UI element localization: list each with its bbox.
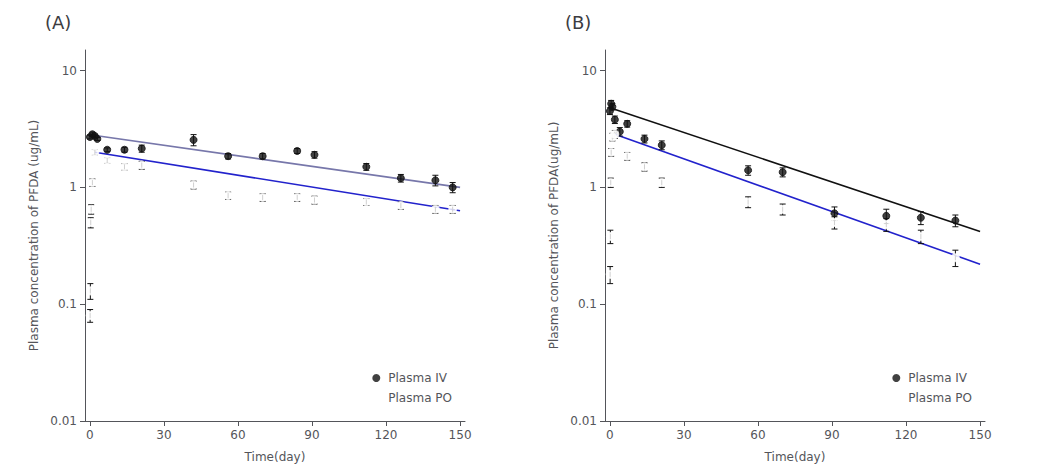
svg-text:90: 90 bbox=[824, 428, 839, 442]
svg-text:Plasma PO: Plasma PO bbox=[908, 391, 972, 405]
svg-text:(A): (A) bbox=[45, 12, 71, 33]
svg-text:60: 60 bbox=[750, 428, 765, 442]
svg-text:10: 10 bbox=[62, 64, 77, 78]
svg-text:120: 120 bbox=[375, 428, 398, 442]
svg-text:1: 1 bbox=[69, 180, 77, 194]
svg-text:0: 0 bbox=[86, 428, 94, 442]
svg-text:Plasma concentration of PFDA(u: Plasma concentration of PFDA(ug/mL) bbox=[547, 122, 561, 350]
svg-text:0: 0 bbox=[606, 428, 614, 442]
svg-text:Plasma concentration of PFDA (: Plasma concentration of PFDA (ug/mL) bbox=[27, 120, 41, 352]
svg-text:0.1: 0.1 bbox=[58, 297, 77, 311]
svg-text:Plasma IV: Plasma IV bbox=[388, 371, 448, 385]
svg-text:(B): (B) bbox=[565, 12, 591, 33]
svg-text:30: 30 bbox=[676, 428, 691, 442]
svg-text:120: 120 bbox=[895, 428, 918, 442]
svg-text:0.1: 0.1 bbox=[578, 297, 597, 311]
svg-text:0.01: 0.01 bbox=[50, 414, 77, 428]
svg-text:Time(day): Time(day) bbox=[244, 450, 306, 464]
svg-text:Plasma PO: Plasma PO bbox=[388, 391, 452, 405]
svg-text:90: 90 bbox=[304, 428, 319, 442]
svg-text:1: 1 bbox=[589, 180, 597, 194]
svg-text:0.01: 0.01 bbox=[570, 414, 597, 428]
svg-text:150: 150 bbox=[969, 428, 992, 442]
svg-text:Time(day): Time(day) bbox=[764, 450, 826, 464]
svg-text:30: 30 bbox=[156, 428, 171, 442]
svg-text:10: 10 bbox=[582, 64, 597, 78]
svg-text:Plasma IV: Plasma IV bbox=[908, 371, 968, 385]
svg-text:150: 150 bbox=[449, 428, 472, 442]
svg-text:60: 60 bbox=[230, 428, 245, 442]
